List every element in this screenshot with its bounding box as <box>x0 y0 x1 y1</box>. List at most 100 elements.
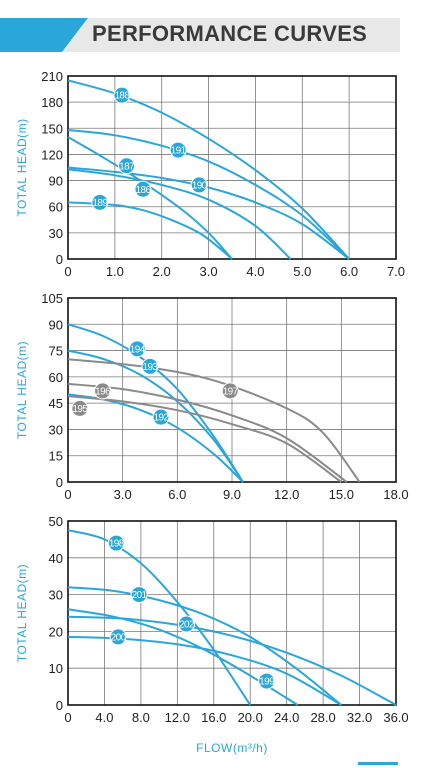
series-label: 196 <box>95 386 111 397</box>
series-badge-circle <box>71 399 89 417</box>
y-tick-label: 210 <box>41 69 63 84</box>
curve-195 <box>67 395 342 483</box>
y-axis-label: TOTAL HEAD(m) <box>15 341 29 439</box>
curve-199 <box>67 608 299 706</box>
y-tick-label: 0 <box>56 475 63 490</box>
chart-panel-2: 0 3.0 6.0 9.0 12.0 15.0 18.0 0 15 30 45 60 75 90 105 TO… <box>15 291 409 502</box>
series-badge-186: 186 <box>134 180 152 198</box>
y-tick-label: 0 <box>56 252 63 267</box>
series-badge-circle <box>141 357 159 375</box>
plot-frame <box>67 520 397 706</box>
x-tick-label: 4.0 <box>95 710 113 725</box>
y-tick-label: 30 <box>49 422 63 437</box>
x-tick-label: 9.0 <box>223 487 241 502</box>
series-badge-199: 199 <box>258 672 276 690</box>
series-badge-circle <box>91 193 109 211</box>
footer-accent-line <box>358 762 398 765</box>
curve-196 <box>67 382 348 483</box>
series-badge-193: 193 <box>141 357 159 375</box>
series-badge-190: 190 <box>190 176 208 194</box>
series-badge-191: 191 <box>169 141 187 159</box>
series-badge-187: 187 <box>118 157 136 175</box>
y-tick-label: 150 <box>41 121 63 136</box>
series-badge-198: 198 <box>107 534 125 552</box>
series-badge-195: 195 <box>71 399 89 417</box>
x-tick-label: 32.0 <box>347 710 372 725</box>
x-tick-label: 5.0 <box>293 264 311 279</box>
y-tick-label: 60 <box>49 370 63 385</box>
series-label: 199 <box>259 677 275 688</box>
x-tick-label: 18.0 <box>383 487 408 502</box>
y-tick-label: 10 <box>49 661 63 676</box>
series-badge-circle <box>107 534 125 552</box>
series-badge-201: 201 <box>130 586 148 604</box>
curve-186 <box>67 168 292 260</box>
series-label: 194 <box>130 344 146 355</box>
x-tick-label: 12.0 <box>165 710 190 725</box>
y-tick-label: 60 <box>49 200 63 215</box>
x-tick-label: 3.0 <box>200 264 218 279</box>
series-label: 195 <box>72 404 88 415</box>
header-banner: PERFORMANCE CURVES <box>0 18 448 54</box>
series-badge-194: 194 <box>128 340 146 358</box>
series-badge-188: 188 <box>113 86 131 104</box>
series-badge-circle <box>94 382 112 400</box>
x-tick-label: 15.0 <box>329 487 354 502</box>
series-label: 201 <box>132 590 148 601</box>
curve-192 <box>67 393 244 483</box>
series-badge-circle <box>190 176 208 194</box>
series-label: 192 <box>153 413 169 424</box>
plot-frame <box>67 297 397 483</box>
curve-194 <box>67 323 244 483</box>
series-badge-196: 196 <box>94 382 112 400</box>
series-label: 188 <box>114 91 130 102</box>
series-badge-circle <box>130 586 148 604</box>
x-axis-label: FLOW(m³/h) <box>196 741 268 755</box>
x-tick-label: 16.0 <box>201 710 226 725</box>
y-tick-label: 45 <box>49 396 63 411</box>
y-tick-label: 50 <box>49 514 63 529</box>
banner-band <box>62 18 400 52</box>
x-tick-label: 2.0 <box>153 264 171 279</box>
series-badge-circle <box>169 141 187 159</box>
x-tick-label: 28.0 <box>310 710 335 725</box>
curve-191 <box>67 129 350 260</box>
y-tick-label: 75 <box>49 344 63 359</box>
series-label: 193 <box>143 362 159 373</box>
y-tick-label: 30 <box>49 226 63 241</box>
y-axis-label: TOTAL HEAD(m) <box>15 564 29 662</box>
y-tick-label: 15 <box>49 449 63 464</box>
chart-panel-3: 0 4.0 8.0 12.0 16.0 20.0 24.0 28.0 32.0 36.0 0 10 20… <box>15 514 409 755</box>
x-tick-label: 0 <box>64 264 71 279</box>
y-tick-label: 20 <box>49 624 63 639</box>
series-label: 197 <box>223 386 239 397</box>
series-label: 186 <box>136 185 152 196</box>
y-axis-label: TOTAL HEAD(m) <box>15 118 29 216</box>
y-tick-label: 105 <box>41 291 63 306</box>
banner-accent <box>0 18 88 52</box>
series-badge-circle <box>258 672 276 690</box>
series-label: 190 <box>192 180 208 191</box>
series-badge-202: 202 <box>177 615 196 633</box>
x-tick-label: 8.0 <box>132 710 150 725</box>
curve-187 <box>67 136 233 260</box>
x-tick-label: 12.0 <box>274 487 299 502</box>
series-badge-circle <box>177 615 195 633</box>
x-tick-label: 0 <box>64 710 71 725</box>
series-badge-192: 192 <box>152 408 170 426</box>
series-badge-circle <box>221 382 239 400</box>
y-tick-label: 90 <box>49 317 63 332</box>
series-badge-189: 189 <box>91 193 109 211</box>
series-badge-200: 200 <box>109 628 127 646</box>
y-tick-label: 90 <box>49 174 63 189</box>
series-label: 191 <box>171 146 187 157</box>
banner-graphic <box>0 18 400 52</box>
curve-197 <box>67 358 361 483</box>
series-badge-circle <box>134 180 152 198</box>
curve-193 <box>67 349 244 483</box>
curve-201 <box>67 586 342 706</box>
curve-190 <box>67 166 350 260</box>
x-tick-label: 6.0 <box>340 264 358 279</box>
curve-189 <box>67 201 233 260</box>
